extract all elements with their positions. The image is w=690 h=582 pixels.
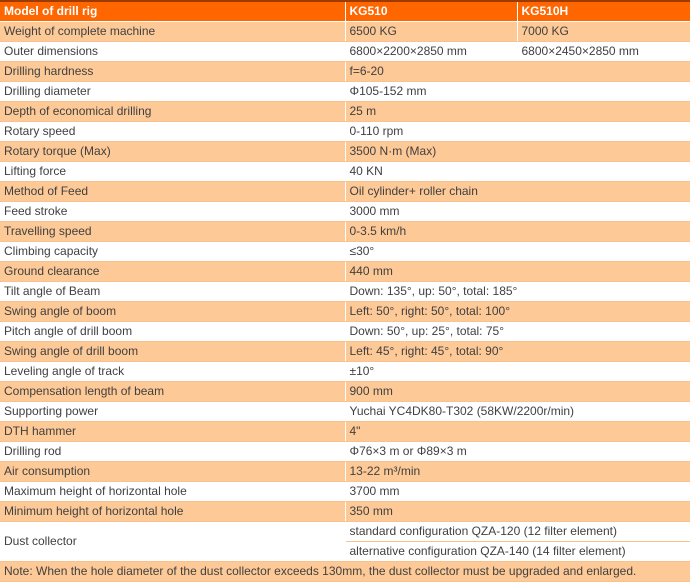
spec-value-kg510h: 6800×2450×2850 mm	[517, 41, 690, 62]
spec-value: 900 mm	[345, 381, 690, 402]
table-row: Supporting power Yuchai YC4DK80-T302 (58…	[0, 401, 690, 422]
header-row: Model of drill rig KG510 KG510H	[0, 1, 690, 22]
spec-value: Down: 135°, up: 50°, total: 185°	[345, 281, 690, 302]
spec-value: 3000 mm	[345, 201, 690, 222]
table-row: Depth of economical drilling 25 m	[0, 101, 690, 122]
spec-label: Feed stroke	[0, 201, 346, 222]
spec-value: alternative configuration QZA-140 (14 fi…	[345, 541, 690, 562]
spec-label: Air consumption	[0, 461, 346, 482]
table-row: Drilling rod Φ76×3 m or Φ89×3 m	[0, 441, 690, 462]
spec-label: Dust collector	[0, 521, 346, 562]
spec-value: ≤30°	[345, 241, 690, 262]
spec-value: 0-110 rpm	[345, 121, 690, 142]
table-row: Swing angle of boom Left: 50°, right: 50…	[0, 301, 690, 322]
dust-collector-row-alternative: alternative configuration QZA-140 (14 fi…	[0, 541, 690, 562]
spec-value: 350 mm	[345, 501, 690, 522]
table-row: Compensation length of beam 900 mm	[0, 381, 690, 402]
spec-label: Outer dimensions	[0, 41, 346, 62]
column-header-kg510h: KG510H	[517, 1, 690, 22]
table-row: Swing angle of drill boom Left: 45°, rig…	[0, 341, 690, 362]
spec-value: f=6-20	[345, 61, 690, 82]
note-text: Note: When the hole diameter of the dust…	[0, 561, 690, 582]
table-row: Method of Feed Oil cylinder+ roller chai…	[0, 181, 690, 202]
table-row: Drilling hardness f=6-20	[0, 61, 690, 82]
spec-label: Depth of economical drilling	[0, 101, 346, 122]
spec-value: 3700 mm	[345, 481, 690, 502]
spec-value: 440 mm	[345, 261, 690, 282]
table-row: Lifting force 40 KN	[0, 161, 690, 182]
table-row: Weight of complete machine 6500 KG 7000 …	[0, 21, 690, 42]
table-row: Outer dimensions 6800×2200×2850 mm 6800×…	[0, 41, 690, 62]
table-row: Minimum height of horizontal hole 350 mm	[0, 501, 690, 522]
spec-label: Drilling diameter	[0, 81, 346, 102]
note-row: Note: When the hole diameter of the dust…	[0, 561, 690, 582]
spec-label: Tilt angle of Beam	[0, 281, 346, 302]
table-row: DTH hammer 4"	[0, 421, 690, 442]
spec-value-kg510: 6500 KG	[345, 21, 518, 42]
spec-value: Φ105-152 mm	[345, 81, 690, 102]
column-header-model: Model of drill rig	[0, 1, 346, 22]
spec-label: Drilling hardness	[0, 61, 346, 82]
table-row: Drilling diameter Φ105-152 mm	[0, 81, 690, 102]
table-row: Pitch angle of drill boom Down: 50°, up:…	[0, 321, 690, 342]
table-row: Travelling speed 0-3.5 km/h	[0, 221, 690, 242]
spec-value: 40 KN	[345, 161, 690, 182]
spec-label: DTH hammer	[0, 421, 346, 442]
spec-value: ±10°	[345, 361, 690, 382]
spec-label: Method of Feed	[0, 181, 346, 202]
spec-value: 13-22 m³/min	[345, 461, 690, 482]
spec-label: Weight of complete machine	[0, 21, 346, 42]
table-row: Rotary speed 0-110 rpm	[0, 121, 690, 142]
table-row: Climbing capacity ≤30°	[0, 241, 690, 262]
spec-label: Minimum height of horizontal hole	[0, 501, 346, 522]
spec-value: Yuchai YC4DK80-T302 (58KW/2200r/min)	[345, 401, 690, 422]
spec-value: Left: 50°, right: 50°, total: 100°	[345, 301, 690, 322]
spec-value: Down: 50°, up: 25°, total: 75°	[345, 321, 690, 342]
column-header-kg510: KG510	[345, 1, 518, 22]
spec-value: 0-3.5 km/h	[345, 221, 690, 242]
spec-label: Supporting power	[0, 401, 346, 422]
table-row: Leveling angle of track ±10°	[0, 361, 690, 382]
spec-value: Oil cylinder+ roller chain	[345, 181, 690, 202]
spec-label: Ground clearance	[0, 261, 346, 282]
spec-label: Climbing capacity	[0, 241, 346, 262]
table-row: Feed stroke 3000 mm	[0, 201, 690, 222]
spec-label: Leveling angle of track	[0, 361, 346, 382]
spec-value-kg510h: 7000 KG	[517, 21, 690, 42]
spec-value: Φ76×3 m or Φ89×3 m	[345, 441, 690, 462]
spec-label: Swing angle of drill boom	[0, 341, 346, 362]
dust-collector-row-standard: Dust collector standard configuration QZ…	[0, 521, 690, 562]
spec-label: Travelling speed	[0, 221, 346, 242]
spec-label: Lifting force	[0, 161, 346, 182]
spec-label: Rotary speed	[0, 121, 346, 142]
spec-label: Drilling rod	[0, 441, 346, 462]
table-row: Ground clearance 440 mm	[0, 261, 690, 282]
table-row: Tilt angle of Beam Down: 135°, up: 50°, …	[0, 281, 690, 302]
spec-label: Maximum height of horizontal hole	[0, 481, 346, 502]
spec-value: standard configuration QZA-120 (12 filte…	[345, 521, 690, 542]
spec-value-kg510: 6800×2200×2850 mm	[345, 41, 518, 62]
spec-label: Compensation length of beam	[0, 381, 346, 402]
spec-value: 25 m	[345, 101, 690, 122]
spec-value: Left: 45°, right: 45°, total: 90°	[345, 341, 690, 362]
spec-value: 3500 N·m (Max)	[345, 141, 690, 162]
spec-label: Rotary torque (Max)	[0, 141, 346, 162]
spec-value: 4"	[345, 421, 690, 442]
spec-label: Pitch angle of drill boom	[0, 321, 346, 342]
table-row: Rotary torque (Max) 3500 N·m (Max)	[0, 141, 690, 162]
spec-label: Swing angle of boom	[0, 301, 346, 322]
table-row: Air consumption 13-22 m³/min	[0, 461, 690, 482]
table-row: Maximum height of horizontal hole 3700 m…	[0, 481, 690, 502]
